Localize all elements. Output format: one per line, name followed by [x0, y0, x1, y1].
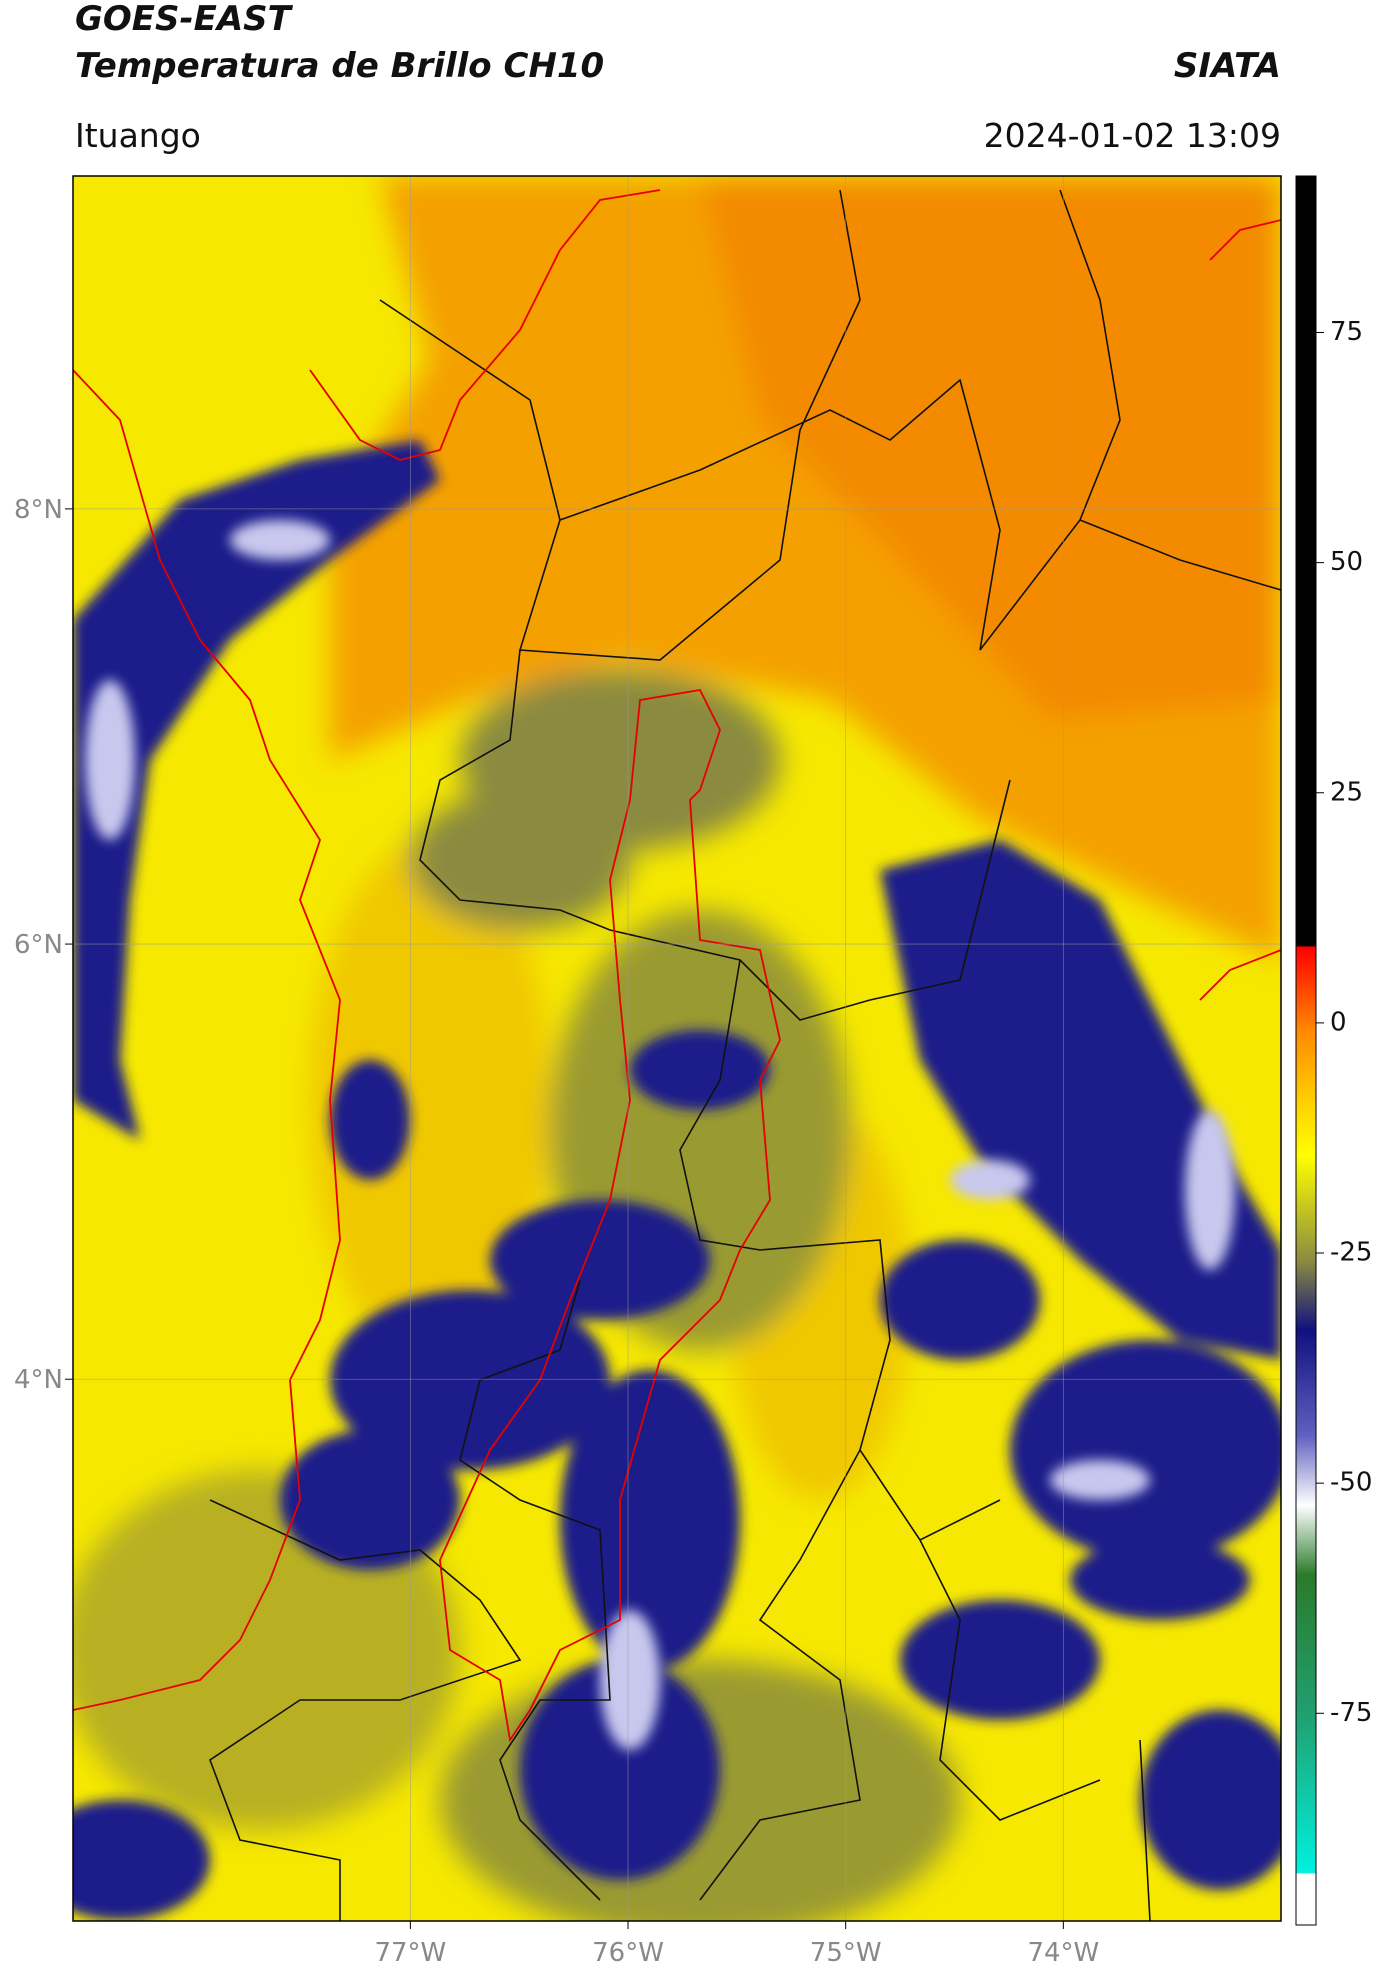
colorbar-tick-label: 50	[1330, 547, 1363, 577]
colorbar-tick-label: -75	[1330, 1698, 1372, 1728]
colorbar-tick-label: -25	[1330, 1238, 1372, 1268]
lat-tick-label: 8°N	[14, 495, 63, 525]
satellite-image	[73, 176, 1281, 1921]
map-frame	[72, 175, 1282, 1922]
colorbar-tick-label: -50	[1330, 1468, 1372, 1498]
graticule	[73, 176, 1281, 1921]
colorbar-tick-label: 0	[1330, 1007, 1347, 1037]
datetime: 2024-01-02 13:09	[984, 116, 1281, 155]
colorbar-tick-label: 25	[1330, 777, 1363, 807]
colorbar	[1295, 175, 1317, 1926]
colorbar-tick-label: 75	[1330, 317, 1363, 347]
satellite-title: GOES-EAST	[75, 0, 294, 39]
lon-tick-label: 77°W	[374, 1938, 446, 1968]
region: Ituango	[75, 116, 201, 155]
lat-tick-label: 4°N	[14, 1365, 63, 1395]
lon-tick-label: 76°W	[592, 1938, 664, 1968]
lat-tick-label: 6°N	[14, 930, 63, 960]
lon-tick-label: 74°W	[1027, 1938, 1099, 1968]
product-title: Temperatura de Brillo CH10	[75, 46, 604, 86]
institution: SIATA	[1174, 46, 1281, 86]
lon-tick-label: 75°W	[810, 1938, 882, 1968]
colorbar-ticks: 75 50 25 0 -25 -50 -75	[1316, 317, 1372, 1728]
